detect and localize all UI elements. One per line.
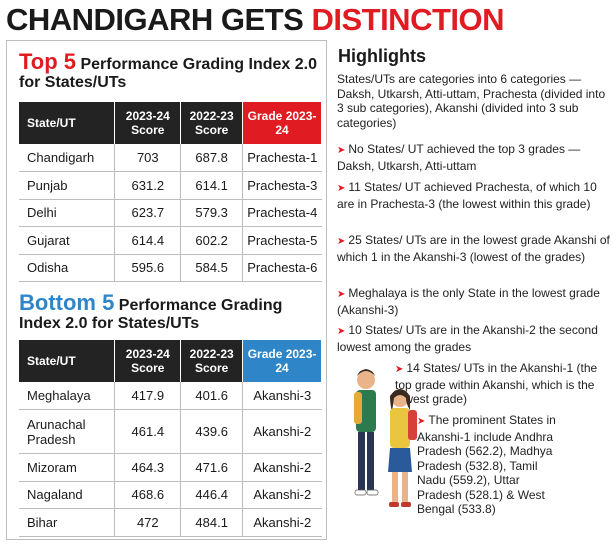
col-header-grade: Grade 2023-24 bbox=[242, 340, 322, 382]
highlights-intro: States/UTs are categories into 6 categor… bbox=[337, 72, 606, 130]
cell-score-2023: 703 bbox=[114, 144, 181, 172]
cell-score-2023: 472 bbox=[114, 508, 181, 537]
cell-score-2023: 464.3 bbox=[114, 453, 181, 482]
col-header-state: State/UT bbox=[19, 102, 116, 144]
arrow-icon: ➤ bbox=[337, 289, 346, 300]
cell-score-2023: 417.9 bbox=[114, 382, 181, 410]
cell-grade: Akanshi-3 bbox=[242, 382, 322, 410]
cell-state: Chandigarh bbox=[19, 144, 115, 172]
col-header-2022-score: 2022-23 Score bbox=[180, 102, 244, 144]
cell-state: Meghalaya bbox=[19, 382, 115, 410]
top5-table: State/UT 2023-24 Score 2022-23 Score Gra… bbox=[19, 102, 322, 282]
cell-score-2022: 687.8 bbox=[180, 144, 243, 172]
highlight-item: ➤ 11 States/ UT achieved Prachesta, of wh… bbox=[337, 180, 611, 211]
cell-score-2022: 401.6 bbox=[180, 382, 243, 410]
cell-score-2023: 631.2 bbox=[114, 171, 181, 200]
col-header-2022-score: 2022-23 Score bbox=[180, 340, 244, 382]
highlight-text: 10 States/ UTs are in the Akanshi-2 the … bbox=[337, 323, 598, 354]
cell-grade: Prachesta-3 bbox=[242, 171, 322, 200]
cell-state: Delhi bbox=[19, 199, 115, 227]
col-header-state: State/UT bbox=[19, 340, 116, 382]
cell-score-2022: 439.6 bbox=[180, 409, 243, 454]
cell-score-2022: 602.2 bbox=[180, 226, 243, 255]
headline-part1: CHANDIGARH GETS bbox=[6, 2, 312, 37]
highlight-text: 25 States/ UTs are in the lowest grade A… bbox=[337, 233, 610, 264]
col-header-grade: Grade 2023-24 bbox=[242, 102, 322, 144]
cell-state: Mizoram bbox=[19, 453, 115, 482]
arrow-icon: ➤ bbox=[337, 145, 346, 156]
arrow-icon: ➤ bbox=[417, 416, 426, 427]
col-header-2023-score: 2023-24 Score bbox=[114, 340, 182, 382]
highlight-item: ➤ 14 States/ UTs in the Akanshi-1 (the to… bbox=[395, 361, 611, 407]
cell-grade: Prachesta-6 bbox=[242, 254, 322, 282]
bottom5-title-big: Bottom 5 bbox=[19, 290, 115, 315]
cell-score-2023: 461.4 bbox=[114, 409, 181, 454]
highlight-text: 11 States/ UT achieved Prachesta, of whi… bbox=[337, 180, 597, 211]
cell-grade: Prachesta-1 bbox=[242, 144, 322, 172]
highlight-item: ➤ No States/ UT achieved the top 3 grades… bbox=[337, 142, 611, 173]
table-row: Delhi 623.7 579.3 Prachesta-4 bbox=[19, 199, 322, 227]
arrow-icon: ➤ bbox=[337, 326, 346, 337]
bottom5-title-rest: Performance Grading Index 2.0 for States… bbox=[19, 297, 283, 333]
cell-score-2022: 614.1 bbox=[180, 171, 243, 200]
table-row: Nagaland 468.6 446.4 Akanshi-2 bbox=[19, 481, 322, 509]
cell-score-2023: 623.7 bbox=[114, 199, 181, 227]
cell-score-2023: 468.6 bbox=[114, 481, 181, 509]
table-row: Punjab 631.2 614.1 Prachesta-3 bbox=[19, 171, 322, 200]
cell-state: Arunachal Pradesh bbox=[19, 409, 115, 454]
cell-score-2022: 584.5 bbox=[180, 254, 243, 282]
cell-grade: Akanshi-2 bbox=[242, 508, 322, 537]
cell-state: Bihar bbox=[19, 508, 115, 537]
bottom5-table: State/UT 2023-24 Score 2022-23 Score Gra… bbox=[19, 340, 322, 537]
cell-state: Nagaland bbox=[19, 481, 115, 509]
arrow-icon: ➤ bbox=[337, 236, 346, 247]
headline: CHANDIGARH GETS DISTINCTION bbox=[6, 2, 505, 38]
table-row: Gujarat 614.4 602.2 Prachesta-5 bbox=[19, 226, 322, 255]
highlight-item: ➤ Meghalaya is the only State in the lowe… bbox=[337, 286, 611, 317]
tables-panel: Top 5 Performance Grading Index 2.0 for … bbox=[6, 40, 327, 540]
cell-score-2022: 484.1 bbox=[180, 508, 243, 537]
cell-state: Gujarat bbox=[19, 226, 115, 255]
table-row: Odisha 595.6 584.5 Prachesta-6 bbox=[19, 254, 322, 282]
arrow-icon: ➤ bbox=[395, 364, 404, 375]
cell-state: Odisha bbox=[19, 254, 115, 282]
cell-score-2022: 471.6 bbox=[180, 453, 243, 482]
cell-score-2023: 595.6 bbox=[114, 254, 181, 282]
highlight-text: 14 States/ UTs in the Akanshi-1 (the top… bbox=[395, 361, 598, 406]
arrow-icon: ➤ bbox=[337, 183, 346, 194]
cell-state: Punjab bbox=[19, 171, 115, 200]
table-row: Chandigarh 703 687.8 Prachesta-1 bbox=[19, 144, 322, 172]
table-row: Arunachal Pradesh 461.4 439.6 Akanshi-2 bbox=[19, 409, 322, 454]
table-row: Meghalaya 417.9 401.6 Akanshi-3 bbox=[19, 382, 322, 410]
col-header-2023-score: 2023-24 Score bbox=[114, 102, 182, 144]
top5-title-big: Top 5 bbox=[19, 49, 77, 74]
highlight-text: The prominent States in Akanshi-1 includ… bbox=[417, 413, 556, 516]
highlight-item: ➤ 10 States/ UTs are in the Akanshi-2 the… bbox=[337, 323, 611, 354]
cell-grade: Akanshi-2 bbox=[242, 481, 322, 509]
cell-grade: Prachesta-5 bbox=[242, 226, 322, 255]
highlight-text: No States/ UT achieved the top 3 grades … bbox=[337, 142, 581, 173]
highlight-item: ➤ 25 States/ UTs are in the lowest grade … bbox=[337, 233, 611, 264]
headline-part2: DISTINCTION bbox=[311, 2, 505, 37]
students-illustration bbox=[354, 369, 417, 507]
table-row: Mizoram 464.3 471.6 Akanshi-2 bbox=[19, 453, 322, 482]
top5-title-rest: Performance Grading Index 2.0 for States… bbox=[19, 56, 317, 92]
cell-score-2023: 614.4 bbox=[114, 226, 181, 255]
highlights-title: Highlights bbox=[338, 46, 426, 66]
cell-grade: Akanshi-2 bbox=[242, 409, 322, 454]
cell-score-2022: 579.3 bbox=[180, 199, 243, 227]
table-row: Bihar 472 484.1 Akanshi-2 bbox=[19, 508, 322, 537]
highlight-text: Meghalaya is the only State in the lowes… bbox=[337, 286, 600, 317]
highlight-item: ➤ The prominent States in Akanshi-1 inclu… bbox=[417, 413, 557, 517]
highlights-panel: Highlights States/UTs are categories int… bbox=[335, 40, 613, 540]
cell-grade: Akanshi-2 bbox=[242, 453, 322, 482]
cell-score-2022: 446.4 bbox=[180, 481, 243, 509]
bottom5-title: Bottom 5 Performance Grading Index 2.0 f… bbox=[19, 290, 319, 334]
cell-grade: Prachesta-4 bbox=[242, 199, 322, 227]
top5-title: Top 5 Performance Grading Index 2.0 for … bbox=[19, 49, 319, 93]
